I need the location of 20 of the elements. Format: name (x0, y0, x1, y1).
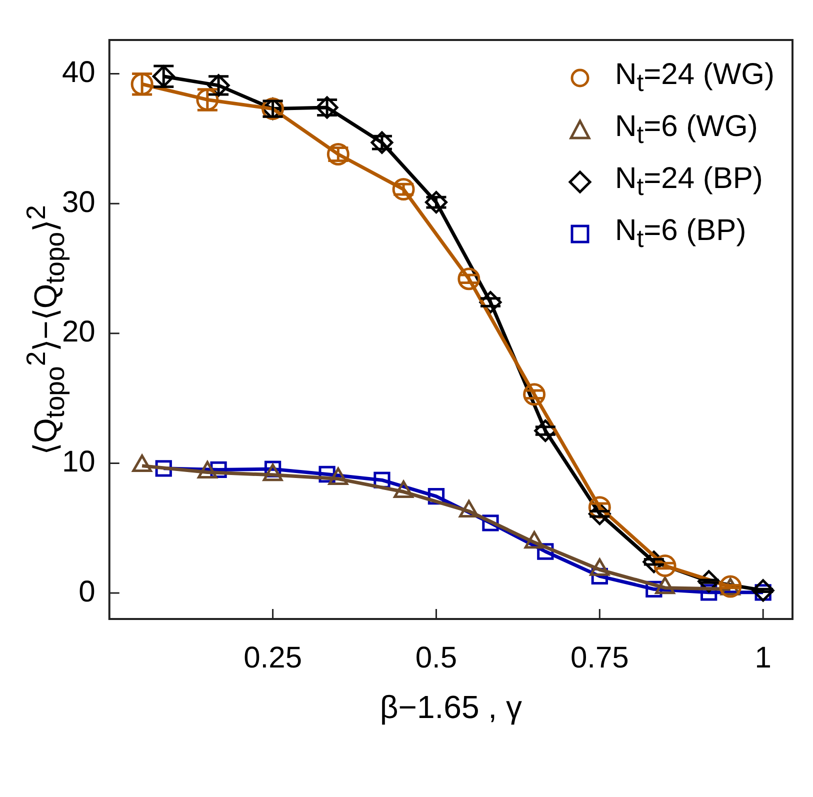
legend-label: N$_{t}$=6 (WG) (615, 110, 758, 150)
point (523, 383, 546, 406)
y-tick-label: 0 (78, 575, 96, 608)
legend-label: N$_{t}$=24 (WG) (615, 58, 774, 98)
point (458, 268, 480, 290)
x-tick-label: 1 (754, 641, 772, 674)
x-tick-label: 0.75 (570, 641, 629, 674)
point (654, 554, 676, 578)
point (392, 178, 415, 201)
point (326, 142, 350, 166)
y-tick-label: 30 (62, 186, 96, 219)
point (424, 191, 448, 214)
y-tick-label: 40 (62, 56, 96, 90)
y-tick-label: 20 (62, 316, 96, 349)
x-axis-title: β−1.65 , γ (380, 689, 522, 726)
point (370, 131, 394, 154)
x-tick-label: 0.25 (244, 641, 302, 674)
legend-label: N$_{t}$=6 (BP) (615, 214, 746, 254)
legend-label: N$_{t}$=24 (BP) (615, 162, 763, 202)
x-tick-label: 0.5 (415, 641, 458, 674)
